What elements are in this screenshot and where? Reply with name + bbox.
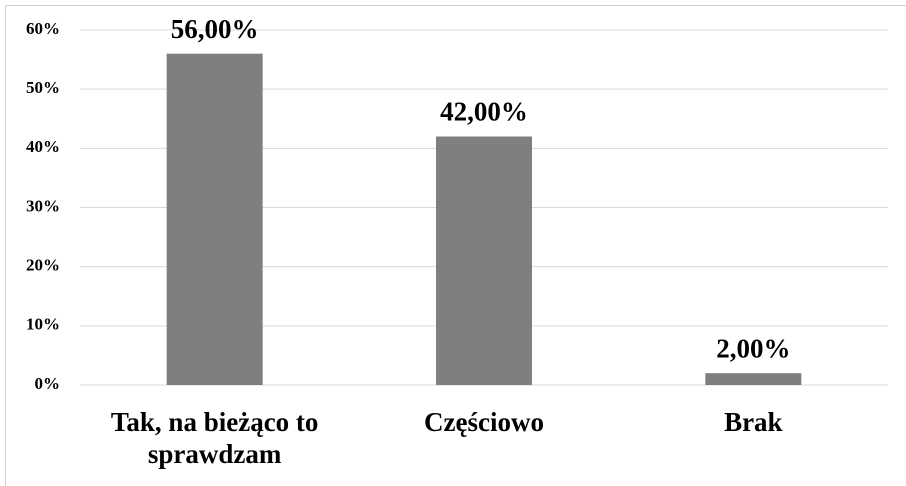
y-tick-label: 10% bbox=[26, 315, 60, 334]
bar bbox=[705, 373, 802, 385]
value-label: 2,00% bbox=[716, 333, 790, 363]
x-tick-label: Częściowo bbox=[424, 407, 544, 437]
value-label: 56,00% bbox=[171, 14, 259, 44]
y-tick-label: 60% bbox=[26, 19, 60, 38]
bar bbox=[166, 53, 263, 386]
chart-border bbox=[5, 5, 906, 486]
y-tick-label: 20% bbox=[26, 256, 60, 275]
value-label: 42,00% bbox=[440, 97, 528, 127]
x-tick-label: Tak, na bieżąco to sprawdzam bbox=[110, 407, 319, 469]
bar bbox=[436, 136, 532, 385]
y-tick-label: 40% bbox=[26, 137, 60, 156]
x-tick-label: Brak bbox=[724, 407, 783, 437]
y-tick-label: 30% bbox=[26, 196, 60, 215]
y-tick-label: 0% bbox=[35, 374, 61, 393]
y-tick-label: 50% bbox=[26, 78, 60, 97]
